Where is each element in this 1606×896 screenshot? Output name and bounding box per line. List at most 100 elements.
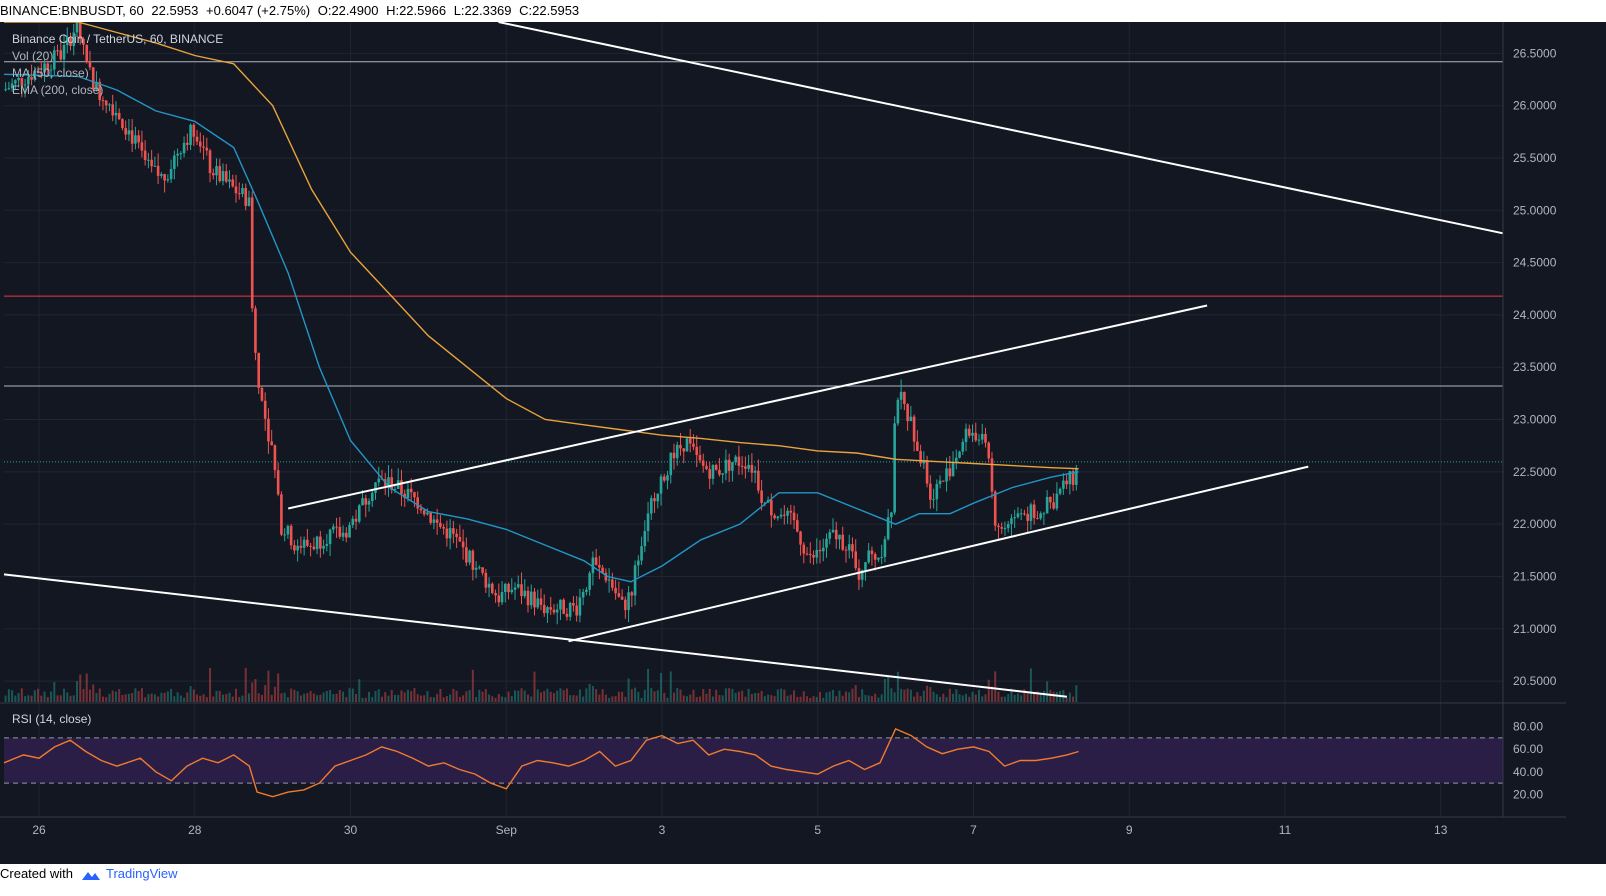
volume-bar: [887, 676, 890, 702]
time-tick-label: 5: [814, 823, 821, 837]
candle-body: [52, 50, 56, 70]
candle-body: [734, 456, 737, 463]
candle-body: [951, 462, 955, 477]
volume-bar: [72, 695, 75, 702]
volume-bar: [436, 693, 439, 702]
volume-bar: [1068, 692, 1071, 702]
volume-bar: [4, 695, 7, 702]
volume-bar: [56, 695, 59, 702]
volume-bar: [293, 689, 296, 702]
volume-bar: [176, 692, 179, 702]
volume-bar: [844, 691, 847, 702]
candle-body: [202, 146, 205, 148]
candle-body: [377, 478, 381, 483]
volume-bar: [241, 695, 244, 702]
candle-body: [98, 81, 102, 101]
candle-body: [228, 179, 231, 182]
candle-body: [4, 89, 7, 91]
candle-body: [345, 532, 348, 538]
candle-body: [1039, 513, 1042, 519]
candle-body: [698, 455, 702, 461]
volume-bar: [971, 691, 974, 702]
volume-bar: [994, 671, 997, 702]
candle-body: [520, 584, 523, 597]
footer-brand[interactable]: TradingView: [106, 866, 178, 881]
candle-body: [1036, 517, 1039, 519]
trendline: [498, 22, 1504, 235]
volume-bar: [251, 682, 254, 702]
candle-body: [176, 153, 179, 156]
volume-bar: [974, 694, 977, 702]
candle-body: [153, 165, 157, 167]
candle-body: [1003, 528, 1007, 530]
volume-bar: [222, 694, 225, 702]
volume-bar: [656, 690, 659, 702]
candle-body: [604, 572, 608, 581]
candle-body: [20, 78, 24, 86]
candle-body: [945, 468, 948, 482]
volume-bar: [854, 685, 857, 702]
volume-bar: [611, 696, 614, 702]
volume-bar: [903, 689, 906, 702]
volume-bar: [621, 691, 624, 702]
candle-body: [130, 130, 134, 144]
candle-body: [1071, 471, 1075, 485]
candle-body: [575, 605, 578, 616]
volume-bar: [750, 693, 753, 702]
volume-bar: [215, 690, 218, 702]
volume-bar: [945, 697, 948, 702]
volume-bar: [806, 696, 809, 702]
symbol-interval[interactable]: BINANCE:BNBUSDT, 60: [0, 3, 144, 18]
candle-body: [306, 539, 309, 546]
candle-body: [364, 498, 368, 505]
candle-body: [675, 444, 679, 459]
volume-bar: [728, 688, 731, 702]
candle-body: [1010, 518, 1013, 525]
volume-bar: [919, 696, 922, 702]
footer-created-with: Created with: [0, 866, 73, 881]
volume-bar: [598, 694, 601, 702]
candle-body: [1032, 504, 1036, 518]
candle-body: [186, 142, 189, 145]
candle-body: [293, 545, 296, 551]
volume-bar: [533, 671, 536, 702]
volume-bar: [183, 697, 186, 702]
volume-bar: [747, 688, 750, 702]
candle-body: [744, 466, 747, 469]
volume-bar: [987, 679, 990, 702]
candle-body: [134, 135, 137, 144]
candle-body: [585, 589, 588, 592]
last-price-readout: 22.5953: [151, 3, 199, 18]
volume-bar: [14, 695, 17, 702]
volume-bar: [1042, 690, 1045, 702]
volume-bar: [1046, 681, 1049, 702]
candle-body: [640, 546, 643, 561]
chart-canvas[interactable]: 24.179522.595321:38 26.500026.000025.500…: [0, 22, 1606, 864]
volume-bar: [478, 689, 481, 702]
candle-body: [448, 528, 452, 539]
volume-bar: [423, 695, 426, 702]
volume-bar: [445, 696, 448, 702]
volume-bar: [799, 696, 802, 702]
volume-bar: [186, 692, 189, 702]
footer: Created with TradingView: [0, 864, 1606, 896]
volume-bar: [147, 694, 150, 702]
candle-body: [160, 174, 163, 176]
candle-body: [484, 572, 488, 588]
candle-body: [867, 550, 870, 563]
volume-bar: [390, 690, 393, 702]
candle-body: [857, 568, 861, 580]
trendline: [288, 304, 1208, 510]
candle-body: [137, 135, 140, 143]
volume-bar: [825, 692, 828, 702]
candle-body: [218, 166, 222, 182]
candle-body: [624, 599, 627, 611]
volume-bar: [815, 696, 818, 702]
volume-bar: [312, 693, 315, 702]
volume-bar: [754, 692, 757, 702]
volume-bar: [835, 696, 838, 702]
volume-bar: [497, 693, 500, 702]
volume-bar: [338, 690, 341, 702]
volume-bar: [841, 695, 844, 702]
volume-bar: [471, 669, 474, 702]
